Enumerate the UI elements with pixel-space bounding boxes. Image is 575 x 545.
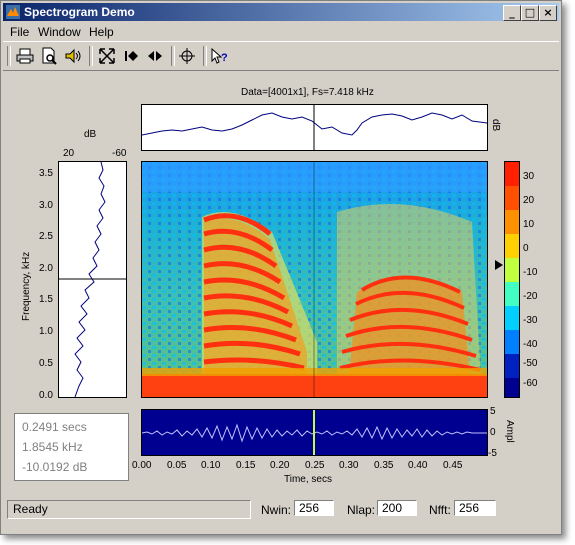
close-button[interactable]: × xyxy=(539,5,557,21)
colorbar-tick: -40 xyxy=(523,339,538,350)
toolbar: ? xyxy=(3,41,559,71)
nlap-input[interactable]: 200 xyxy=(377,500,417,516)
time-slice-plot xyxy=(141,105,488,150)
nwin-input[interactable]: 256 xyxy=(294,500,334,516)
menu-file[interactable]: File xyxy=(10,25,30,39)
printer-icon[interactable] xyxy=(15,46,35,66)
low-frequency-band xyxy=(142,374,487,397)
print-preview-icon[interactable] xyxy=(39,46,59,66)
freq-tick: 2.0 xyxy=(39,263,53,274)
colorbar-threshold-marker[interactable] xyxy=(495,260,503,270)
toolbar-separator xyxy=(203,46,207,66)
waveform-cursor[interactable] xyxy=(313,410,315,455)
ampl-tick: -5 xyxy=(488,448,497,459)
time-tick: 0.40 xyxy=(408,460,428,471)
time-tick: 0.35 xyxy=(374,460,394,471)
colorbar-tick: -60 xyxy=(523,378,538,389)
freq-tick: 1.5 xyxy=(39,294,53,305)
nlap-label: Nlap: xyxy=(347,503,376,517)
time-slice-panel[interactable] xyxy=(141,104,488,151)
menu-help[interactable]: Help xyxy=(89,25,114,39)
zoom-fit-icon[interactable] xyxy=(97,46,117,66)
waveform-plot xyxy=(142,410,487,455)
time-axis-label: Time, secs xyxy=(284,474,332,485)
toolbar-separator xyxy=(171,46,175,66)
status-bar: Ready xyxy=(7,500,251,519)
play-stop-icon[interactable] xyxy=(121,46,141,66)
harmonic-block-1 xyxy=(202,212,317,397)
colorbar-scale xyxy=(505,162,519,397)
toolbar-grip xyxy=(7,46,11,66)
signal-info: Data=[4001x1], Fs=7.418 kHz xyxy=(241,87,374,98)
time-tick: 0.00 xyxy=(132,460,152,471)
whats-this-icon[interactable]: ? xyxy=(209,46,229,66)
menu-window[interactable]: Window xyxy=(38,25,81,39)
window-title: Spectrogram Demo xyxy=(24,5,135,19)
harmonic-block-2 xyxy=(337,204,482,397)
crosshair-icon[interactable] xyxy=(177,46,197,66)
frequency-axis-label: Frequency, kHz xyxy=(21,251,32,321)
readout-frequency: 1.8545 kHz xyxy=(22,440,83,454)
freq-tick: 3.5 xyxy=(39,168,53,179)
minimize-button[interactable]: _ xyxy=(503,5,521,21)
time-tick: 0.05 xyxy=(167,460,187,471)
app-window: Spectrogram Demo _ □ × File Window Help xyxy=(0,0,562,535)
frequency-slice-plot xyxy=(59,161,126,398)
nfft-input[interactable]: 256 xyxy=(454,500,496,516)
spectrogram-image xyxy=(142,162,487,397)
colorbar-tick: -30 xyxy=(523,315,538,326)
matlab-logo-icon xyxy=(6,5,20,19)
colorbar xyxy=(504,161,520,398)
readout-level: -10.0192 dB xyxy=(22,460,88,474)
freq-tick: 0.5 xyxy=(39,358,53,369)
freq-tick: 2.5 xyxy=(39,231,53,242)
cursor-readout: 0.2491 secs 1.8545 kHz -10.0192 dB xyxy=(14,413,129,481)
play-icon[interactable] xyxy=(145,46,165,66)
nwin-label: Nwin: xyxy=(261,503,292,517)
waveform-panel[interactable] xyxy=(141,409,488,456)
ampl-tick: 5 xyxy=(490,406,496,417)
speaker-icon[interactable] xyxy=(63,46,83,66)
colorbar-tick: 30 xyxy=(523,171,535,182)
readout-time: 0.2491 secs xyxy=(22,420,87,434)
time-tick: 0.10 xyxy=(201,460,221,471)
svg-text:?: ? xyxy=(221,52,228,64)
ampl-axis-label: Ampl xyxy=(504,420,515,443)
nfft-label: Nfft: xyxy=(429,503,451,517)
colorbar-tick: 0 xyxy=(523,243,529,254)
time-tick: 0.15 xyxy=(236,460,256,471)
freq-tick: 0.0 xyxy=(39,390,53,401)
spectrum-xlabel: dB xyxy=(84,129,97,140)
colorbar-tick: -20 xyxy=(523,291,538,302)
ampl-tick: 0 xyxy=(490,427,496,438)
freq-tick: 1.0 xyxy=(39,326,53,337)
spectrum-xtick-minus60: -60 xyxy=(112,148,127,159)
menu-bar: File Window Help xyxy=(3,22,559,40)
maximize-button[interactable]: □ xyxy=(521,5,539,21)
title-bar: Spectrogram Demo _ □ × xyxy=(3,3,559,21)
toolbar-separator xyxy=(89,46,93,66)
spectrogram-panel[interactable] xyxy=(141,161,488,398)
spectrum-xtick-20: 20 xyxy=(63,148,75,159)
status-text: Ready xyxy=(13,502,48,516)
frequency-slice-panel[interactable] xyxy=(58,161,127,398)
time-tick: 0.25 xyxy=(305,460,325,471)
colorbar-tick: -10 xyxy=(523,267,538,278)
time-tick: 0.45 xyxy=(443,460,463,471)
time-tick: 0.30 xyxy=(339,460,359,471)
colorbar-tick: 10 xyxy=(523,219,535,230)
freq-tick: 3.0 xyxy=(39,200,53,211)
colorbar-tick: 20 xyxy=(523,195,535,206)
slice-ylabel: dB xyxy=(490,119,501,132)
time-tick: 0.20 xyxy=(270,460,290,471)
colorbar-tick: -50 xyxy=(523,358,538,369)
